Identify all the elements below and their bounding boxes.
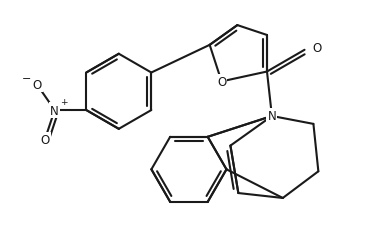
Text: N: N: [268, 110, 276, 123]
Text: O: O: [40, 134, 49, 147]
Text: O: O: [312, 42, 322, 55]
Text: +: +: [60, 97, 67, 106]
Text: O: O: [217, 76, 226, 89]
Text: N: N: [50, 104, 59, 117]
Text: −: −: [22, 74, 32, 84]
Text: N: N: [268, 110, 276, 123]
Text: O: O: [32, 79, 42, 91]
